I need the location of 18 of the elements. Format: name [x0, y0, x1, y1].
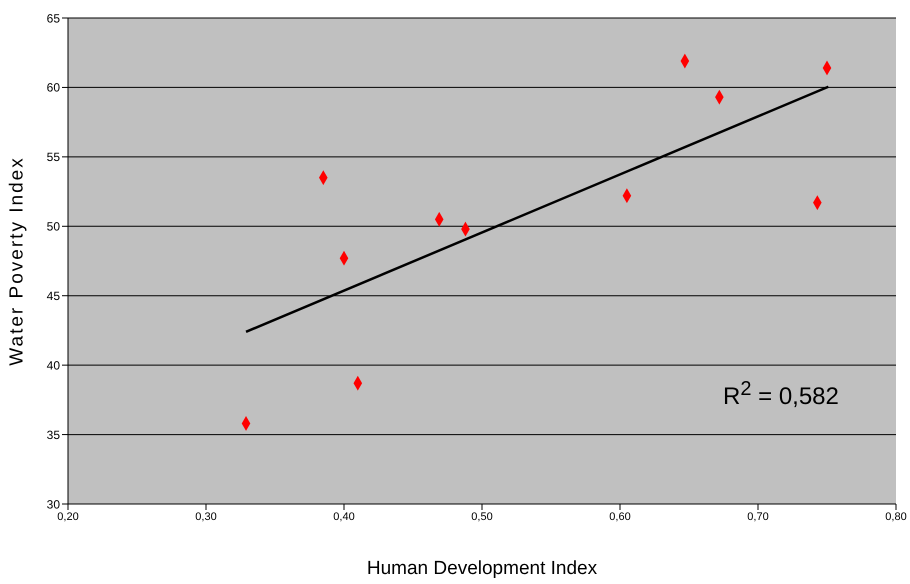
- y-tick-label: 50: [46, 220, 60, 234]
- y-axis-title: Water Poverty Index: [6, 156, 28, 366]
- annotation: R$^{2}$ = 0,582: [723, 378, 839, 411]
- y-tick-label: 40: [46, 358, 60, 372]
- y-tick-label: 65: [46, 11, 60, 26]
- y-tick-label: 60: [46, 80, 60, 95]
- x-tick-label: 0,60: [609, 510, 631, 523]
- x-tick-label: 0,40: [333, 510, 355, 523]
- y-tick-label: 35: [46, 428, 60, 442]
- x-tick-label: 0,70: [747, 510, 769, 523]
- y-tick-label: 55: [46, 150, 60, 164]
- x-tick-label: 0,80: [885, 510, 907, 523]
- x-tick-label: 0,20: [57, 510, 79, 523]
- y-tick-label: 30: [46, 497, 60, 512]
- x-axis-title: Human Development Index: [366, 558, 598, 579]
- x-tick-label: 0,50: [471, 510, 493, 523]
- x-tick-label: 0,30: [195, 510, 217, 523]
- y-tick-label: 45: [46, 288, 60, 303]
